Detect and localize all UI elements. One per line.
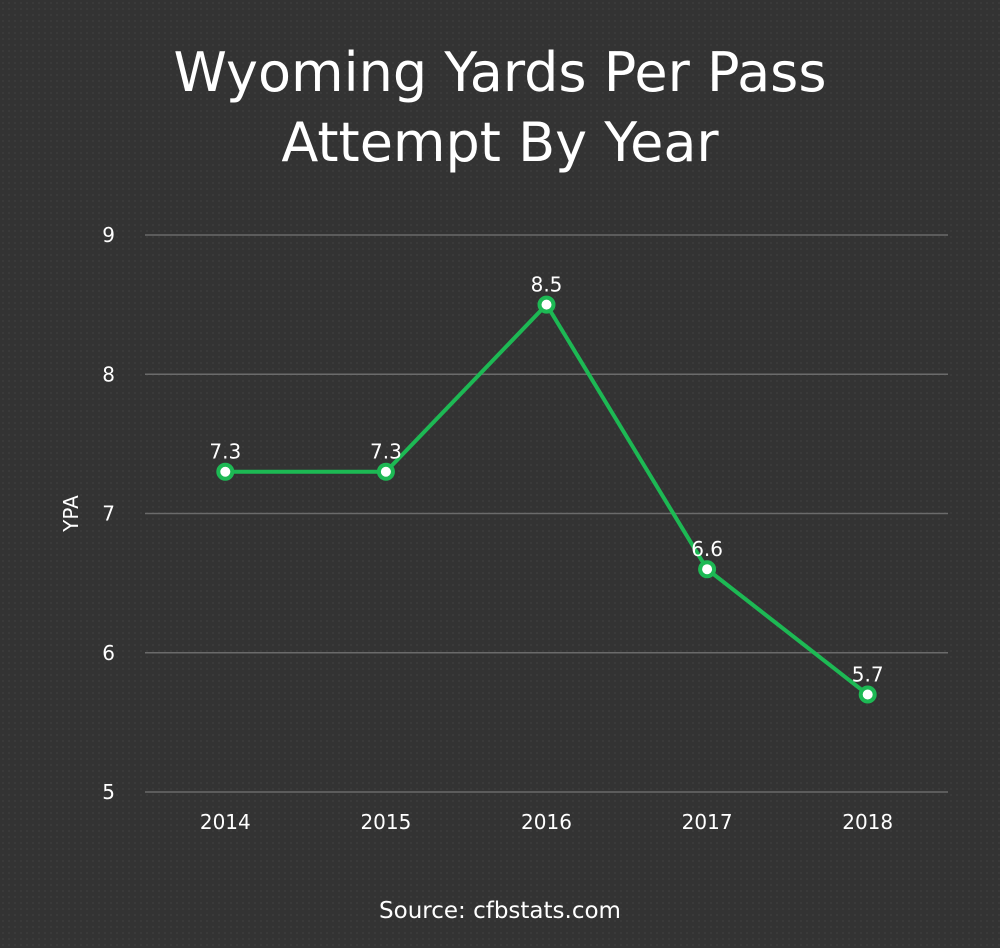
chart-title-line-1: Wyoming Yards Per Pass [173,41,827,104]
data-point [376,462,395,481]
x-tick-label: 2016 [521,810,572,834]
x-tick-label: 2015 [360,810,411,834]
data-label: 5.7 [852,663,884,687]
chart-title-line-2: Attempt By Year [281,111,719,174]
x-tick-label: 2018 [842,810,893,834]
y-tick-label: 8 [102,362,115,386]
data-point [537,295,556,314]
y-axis-label: YPA [59,495,83,533]
y-tick-label: 5 [102,780,115,804]
x-axis-ticks: 2014 2015 2016 2017 2018 [200,810,893,834]
data-label: 7.3 [370,440,402,464]
data-labels: 7.3 7.3 8.5 6.6 5.7 [209,273,883,687]
data-point [216,462,235,481]
y-axis-ticks: 5 6 7 8 9 [102,223,115,804]
data-point [858,685,877,704]
data-point [698,560,717,579]
y-tick-label: 9 [102,223,115,247]
data-points [216,295,877,704]
x-tick-label: 2017 [682,810,733,834]
y-tick-label: 6 [102,641,115,665]
series-line [223,302,870,697]
data-label: 6.6 [691,537,723,561]
chart-title: Wyoming Yards Per Pass Attempt By Year [0,38,1000,178]
y-tick-label: 7 [102,502,115,526]
gridlines [145,234,948,793]
data-label: 8.5 [531,273,563,297]
x-tick-label: 2014 [200,810,251,834]
series [223,302,870,697]
source-note: Source: cfbstats.com [379,898,621,924]
data-label: 7.3 [209,440,241,464]
